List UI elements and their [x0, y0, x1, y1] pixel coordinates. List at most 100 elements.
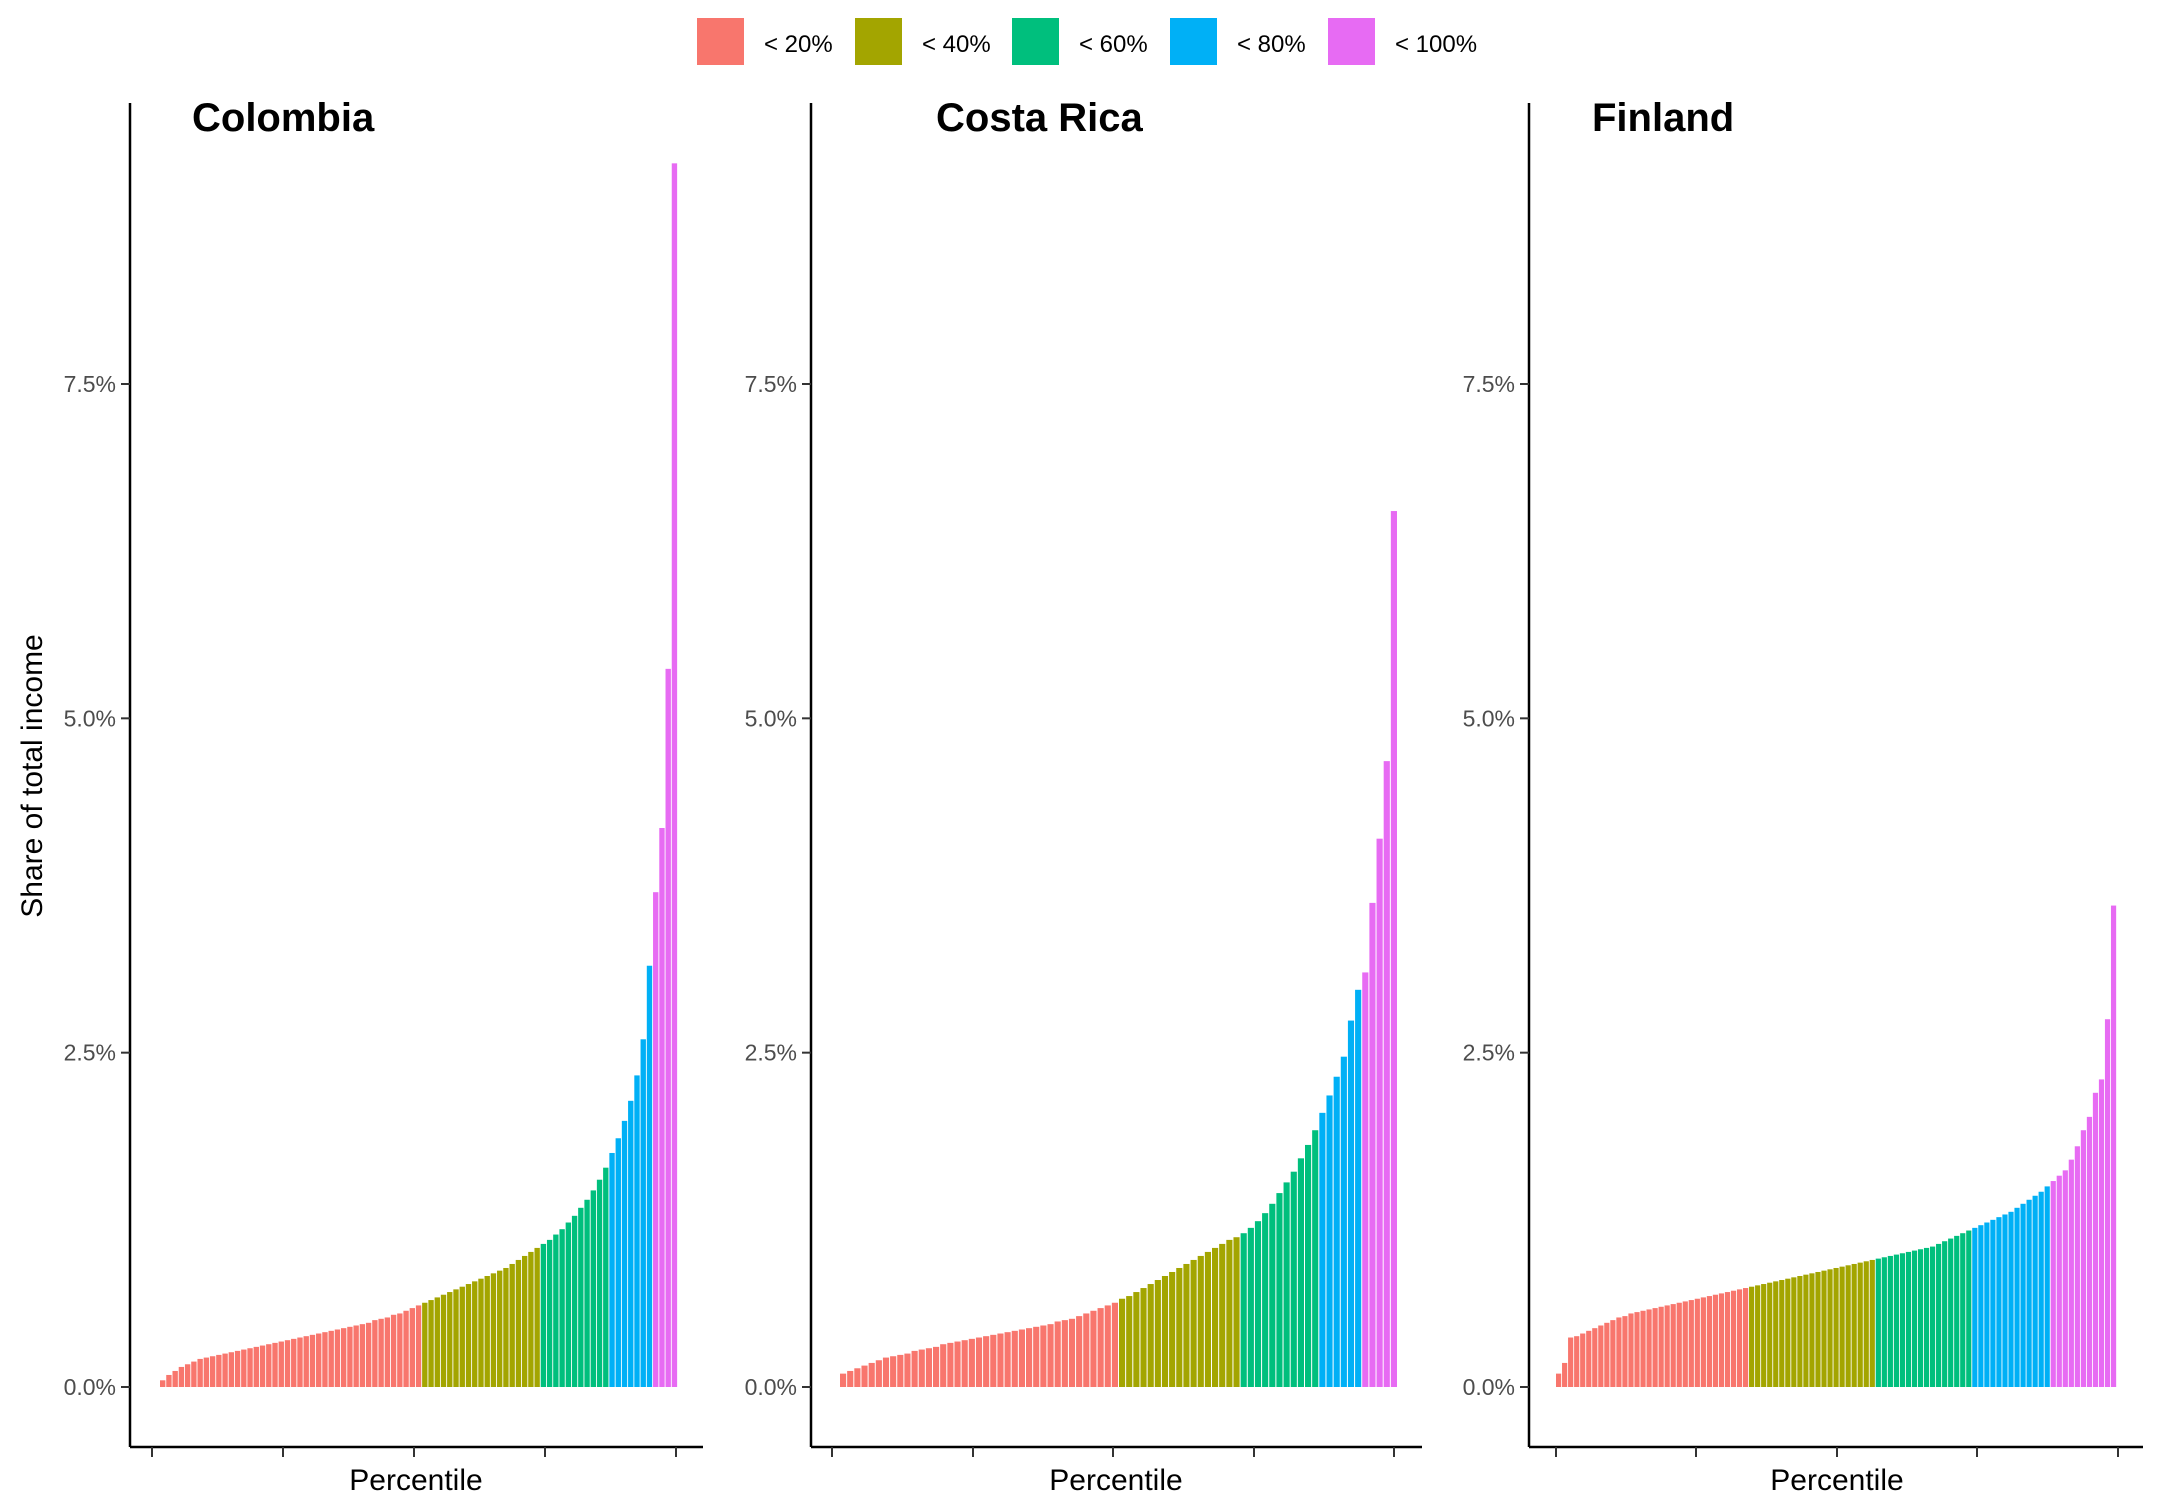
panel-title: Colombia — [192, 96, 375, 140]
bar — [671, 163, 678, 1388]
bar — [490, 1273, 497, 1387]
bar — [241, 1349, 247, 1387]
x-axis — [1529, 1445, 2143, 1457]
bar — [278, 1341, 284, 1387]
bar — [1779, 1280, 1785, 1387]
bar — [2098, 1079, 2105, 1387]
y-tick-label: 2.5% — [745, 1040, 797, 1066]
bar — [266, 1344, 272, 1387]
bar — [340, 1328, 347, 1387]
bar — [1688, 1300, 1694, 1387]
bar — [897, 1354, 904, 1387]
bar — [222, 1353, 228, 1387]
bar — [983, 1336, 990, 1387]
bar — [1362, 972, 1369, 1387]
bar — [875, 1360, 882, 1387]
bar — [1312, 1130, 1319, 1387]
bar-group — [840, 511, 1397, 1387]
bar — [968, 1338, 975, 1387]
bar — [1978, 1225, 1984, 1387]
bar — [1556, 1373, 1562, 1387]
bar — [259, 1345, 266, 1387]
y-tick-label: 2.5% — [1463, 1040, 1515, 1066]
x-axis — [811, 1445, 1422, 1457]
bar — [1026, 1328, 1033, 1387]
bar — [1664, 1305, 1670, 1387]
bar — [621, 1120, 628, 1387]
y-tick-label: 0.0% — [745, 1374, 797, 1400]
bar — [1887, 1255, 1893, 1387]
bar — [216, 1354, 222, 1387]
bar — [918, 1349, 925, 1387]
bar — [284, 1340, 291, 1387]
bar — [2074, 1146, 2080, 1387]
bar — [316, 1333, 322, 1387]
bar — [409, 1308, 416, 1387]
panel-costa-rica: Costa Rica 0.0% 2.5% 5.0% 7.5% Percentile — [745, 96, 1422, 1497]
bar — [1622, 1316, 1628, 1387]
bar — [603, 1167, 609, 1387]
bar — [1767, 1282, 1773, 1387]
bar — [228, 1352, 235, 1387]
bar — [2038, 1191, 2044, 1387]
bar — [347, 1326, 353, 1387]
bar — [1827, 1269, 1833, 1387]
bar — [997, 1333, 1004, 1387]
bar — [1604, 1322, 1610, 1387]
bar — [503, 1267, 509, 1387]
bar — [1169, 1271, 1176, 1387]
bar — [553, 1234, 559, 1387]
bar — [861, 1365, 868, 1387]
bar — [565, 1222, 572, 1387]
bar — [1905, 1251, 1912, 1387]
bar — [1262, 1213, 1269, 1387]
bar — [2062, 1170, 2068, 1387]
bar — [2008, 1211, 2014, 1387]
bar — [1942, 1241, 1948, 1387]
bar — [247, 1348, 253, 1387]
bar — [1954, 1235, 1960, 1387]
bar — [2068, 1159, 2074, 1387]
bar — [2110, 905, 2117, 1387]
bar — [1893, 1254, 1899, 1387]
bar — [1176, 1267, 1183, 1387]
bar — [1815, 1271, 1821, 1387]
bar — [890, 1356, 897, 1387]
bar — [1857, 1262, 1863, 1387]
bar — [1948, 1238, 1954, 1387]
y-tick-label: 0.0% — [1463, 1374, 1515, 1400]
bar — [465, 1284, 472, 1387]
bar — [933, 1346, 940, 1387]
legend-label: < 60% — [1079, 31, 1148, 58]
bar — [1133, 1292, 1140, 1387]
legend-swatch — [1170, 18, 1217, 65]
bar — [1247, 1227, 1254, 1387]
bar — [1676, 1302, 1682, 1387]
bar — [272, 1342, 278, 1387]
bar — [1562, 1362, 1568, 1387]
bar — [1233, 1237, 1240, 1387]
bar — [2086, 1116, 2093, 1387]
y-tick-label: 7.5% — [1463, 371, 1515, 397]
bar — [596, 1179, 603, 1387]
bar — [303, 1336, 309, 1387]
x-axis-title: Percentile — [1049, 1464, 1182, 1497]
y-axis: 0.0% 2.5% 5.0% 7.5% — [64, 103, 132, 1447]
bar — [478, 1278, 484, 1387]
bar — [1083, 1313, 1090, 1387]
x-axis-title: Percentile — [1770, 1464, 1903, 1497]
bar — [322, 1332, 328, 1387]
panel-title: Costa Rica — [936, 96, 1143, 140]
bar — [1383, 761, 1390, 1387]
bar — [584, 1199, 590, 1387]
bar — [1761, 1284, 1767, 1387]
bar — [1586, 1330, 1592, 1387]
bar — [1061, 1320, 1068, 1387]
bar — [1190, 1259, 1197, 1387]
bar — [415, 1305, 422, 1387]
y-tick-label: 7.5% — [64, 371, 116, 397]
bar — [1305, 1144, 1312, 1387]
bar — [472, 1281, 478, 1387]
bar — [840, 1373, 847, 1387]
bar — [904, 1353, 911, 1387]
